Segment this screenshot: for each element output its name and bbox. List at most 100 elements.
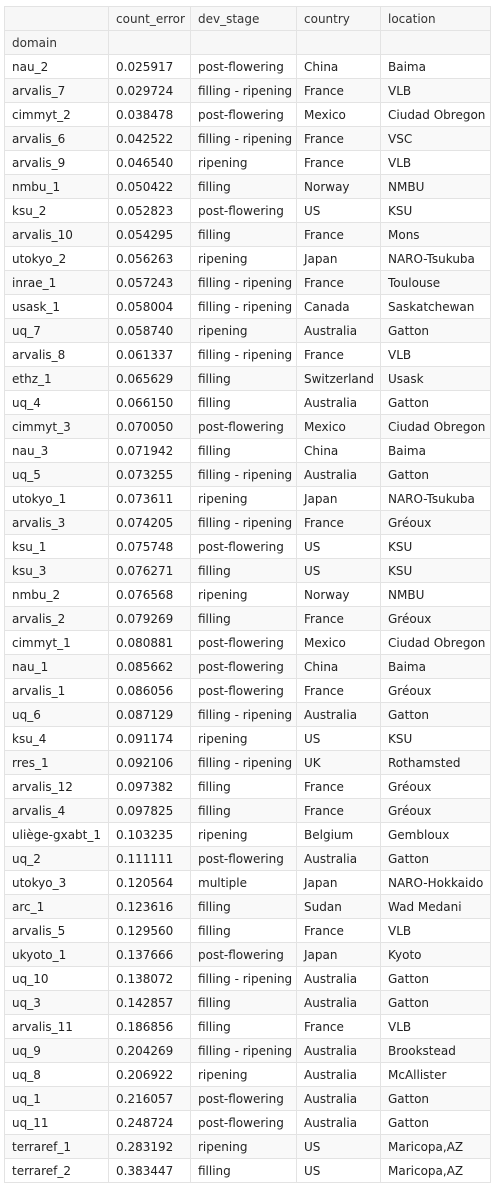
location-cell: Saskatchewan	[380, 294, 491, 319]
empty-header-cell	[296, 30, 381, 55]
country-cell: France	[296, 774, 381, 799]
domain-cell: usask_1	[4, 294, 109, 319]
table-row: uq_9 0.204269 filling - ripening Australia B…	[4, 1038, 491, 1063]
table-row: uq_4 0.066150 filling Australia Gatton	[4, 390, 491, 415]
domain-cell: utokyo_2	[4, 246, 109, 271]
country-cell: Switzerland	[296, 366, 381, 391]
location-cell: Gatton	[380, 390, 491, 415]
domain-cell: uq_10	[4, 966, 109, 991]
table-row: cimmyt_1 0.080881 post-flowering Mexico Ciud…	[4, 630, 491, 655]
dev-stage-cell: filling	[190, 990, 297, 1015]
domain-cell: utokyo_1	[4, 486, 109, 511]
location-cell: McAllister	[380, 1062, 491, 1087]
domain-cell: nau_3	[4, 438, 109, 463]
table-row: nau_2 0.025917 post-flowering China Baima	[4, 54, 491, 79]
country-cell: Australia	[296, 990, 381, 1015]
location-cell: Gatton	[380, 462, 491, 487]
table-row: utokyo_3 0.120564 multiple Japan NARO-Hokkai…	[4, 870, 491, 895]
table-row: ksu_1 0.075748 post-flowering US KSU	[4, 534, 491, 559]
domain-cell: ethz_1	[4, 366, 109, 391]
domain-cell: arvalis_8	[4, 342, 109, 367]
domain-cell: ukyoto_1	[4, 942, 109, 967]
location-cell: Gatton	[380, 966, 491, 991]
count-error-cell: 0.074205	[108, 510, 191, 535]
dev-stage-cell: filling	[190, 366, 297, 391]
domain-cell: arvalis_7	[4, 78, 109, 103]
table-row: arvalis_2 0.079269 filling France Gréoux	[4, 606, 491, 631]
table-row: terraref_2 0.383447 filling US Maricopa,AZ	[4, 1158, 491, 1183]
dev-stage-cell: filling	[190, 774, 297, 799]
country-cell: US	[296, 1134, 381, 1159]
country-cell: France	[296, 606, 381, 631]
table-row: uq_7 0.058740 ripening Australia Gatton	[4, 318, 491, 343]
location-cell: VLB	[380, 918, 491, 943]
table-row: arvalis_5 0.129560 filling France VLB	[4, 918, 491, 943]
count-error-cell: 0.052823	[108, 198, 191, 223]
country-cell: Australia	[296, 318, 381, 343]
dev-stage-cell: post-flowering	[190, 102, 297, 127]
location-cell: Gatton	[380, 1110, 491, 1135]
table-row: utokyo_2 0.056263 ripening Japan NARO-Tsukub…	[4, 246, 491, 271]
dev-stage-cell: filling - ripening	[190, 270, 297, 295]
dev-stage-cell: filling	[190, 222, 297, 247]
table-row: uq_8 0.206922 ripening Australia McAllister	[4, 1062, 491, 1087]
table-row: arvalis_10 0.054295 filling France Mons	[4, 222, 491, 247]
location-header: location	[380, 6, 491, 31]
country-cell: France	[296, 126, 381, 151]
count-error-cell: 0.086056	[108, 678, 191, 703]
domain-cell: arvalis_10	[4, 222, 109, 247]
location-cell: Gembloux	[380, 822, 491, 847]
count-error-cell: 0.079269	[108, 606, 191, 631]
location-cell: Gatton	[380, 990, 491, 1015]
location-cell: Gatton	[380, 1086, 491, 1111]
table-row: arvalis_12 0.097382 filling France Gréoux	[4, 774, 491, 799]
table-row: cimmyt_2 0.038478 post-flowering Mexico Ciud…	[4, 102, 491, 127]
table-row: uq_3 0.142857 filling Australia Gatton	[4, 990, 491, 1015]
location-cell: VLB	[380, 342, 491, 367]
dev-stage-cell: ripening	[190, 246, 297, 271]
count-error-cell: 0.066150	[108, 390, 191, 415]
location-cell: Baima	[380, 654, 491, 679]
domain-cell: rres_1	[4, 750, 109, 775]
dev-stage-cell: ripening	[190, 726, 297, 751]
country-cell: Mexico	[296, 102, 381, 127]
domain-cell: ksu_2	[4, 198, 109, 223]
count-error-cell: 0.075748	[108, 534, 191, 559]
count-error-cell: 0.085662	[108, 654, 191, 679]
count-error-cell: 0.120564	[108, 870, 191, 895]
country-cell: Japan	[296, 246, 381, 271]
country-cell: Japan	[296, 486, 381, 511]
country-cell: Norway	[296, 582, 381, 607]
location-cell: Toulouse	[380, 270, 491, 295]
country-cell: France	[296, 342, 381, 367]
count-error-cell: 0.071942	[108, 438, 191, 463]
location-cell: Baima	[380, 54, 491, 79]
dataframe-container: count_error dev_stage country location doma…	[4, 6, 491, 1183]
dev-stage-cell: ripening	[190, 318, 297, 343]
country-cell: Australia	[296, 462, 381, 487]
location-cell: Gatton	[380, 702, 491, 727]
domain-cell: uq_11	[4, 1110, 109, 1135]
domain-cell: ksu_1	[4, 534, 109, 559]
location-cell: Brookstead	[380, 1038, 491, 1063]
dev-stage-cell: post-flowering	[190, 414, 297, 439]
country-cell: France	[296, 678, 381, 703]
domain-cell: uq_6	[4, 702, 109, 727]
table-row: arvalis_4 0.097825 filling France Gréoux	[4, 798, 491, 823]
dev-stage-cell: filling - ripening	[190, 342, 297, 367]
count-error-cell: 0.054295	[108, 222, 191, 247]
table-row: cimmyt_3 0.070050 post-flowering Mexico Ciud…	[4, 414, 491, 439]
index-header	[4, 6, 109, 31]
table-row: arvalis_1 0.086056 post-flowering France Gré…	[4, 678, 491, 703]
location-cell: Ciudad Obregon	[380, 414, 491, 439]
dev-stage-cell: multiple	[190, 870, 297, 895]
count-error-cell: 0.073255	[108, 462, 191, 487]
domain-cell: arvalis_2	[4, 606, 109, 631]
dev-stage-cell: filling	[190, 894, 297, 919]
dev-stage-cell: filling - ripening	[190, 78, 297, 103]
country-cell: US	[296, 558, 381, 583]
table-row: nmbu_1 0.050422 filling Norway NMBU	[4, 174, 491, 199]
domain-cell: uq_8	[4, 1062, 109, 1087]
domain-cell: uliège-gxabt_1	[4, 822, 109, 847]
domain-cell: arvalis_3	[4, 510, 109, 535]
